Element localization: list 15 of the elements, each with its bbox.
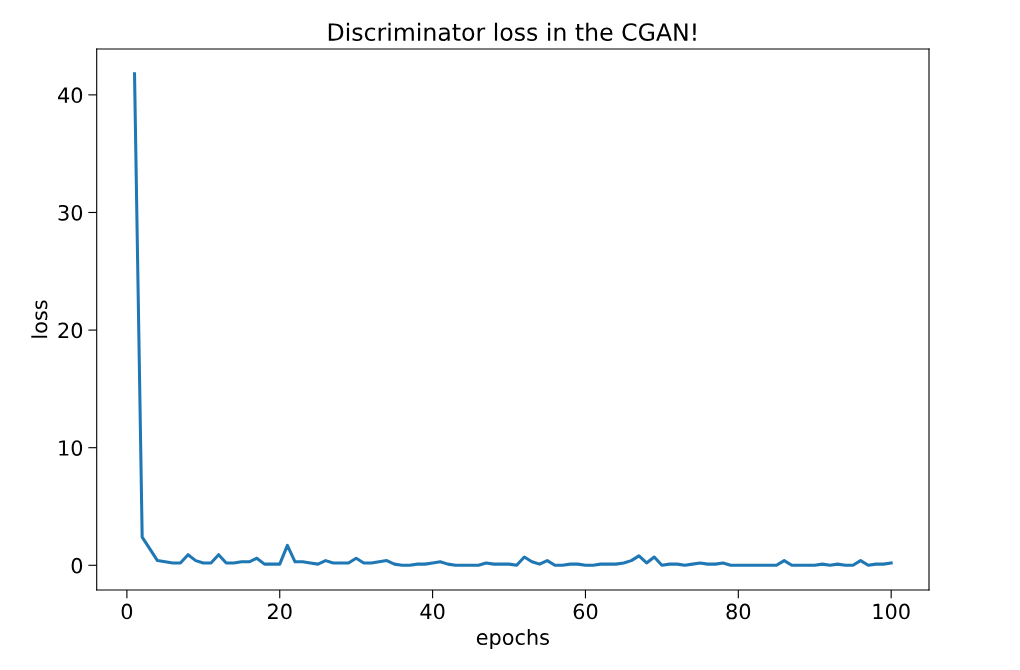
y-axis-title: loss [31, 300, 48, 338]
y-tick-label: 30 [58, 204, 83, 221]
x-tick-label: 40 [420, 603, 445, 620]
x-tick-label: 100 [873, 603, 910, 620]
y-tick-label: 40 [58, 87, 83, 104]
x-axis-title: epochs [476, 628, 549, 650]
x-tick-label: 60 [573, 603, 598, 620]
y-tick-label: 20 [58, 322, 83, 339]
x-tick-label: 0 [121, 603, 133, 620]
chart-title: Discriminator loss in the CGAN! [328, 22, 696, 41]
x-tick-label: 20 [268, 603, 292, 620]
y-tick-label: 0 [71, 557, 83, 574]
x-tick-label: 80 [726, 603, 751, 620]
y-tick-label: 10 [59, 440, 83, 456]
line-series [133, 72, 893, 567]
